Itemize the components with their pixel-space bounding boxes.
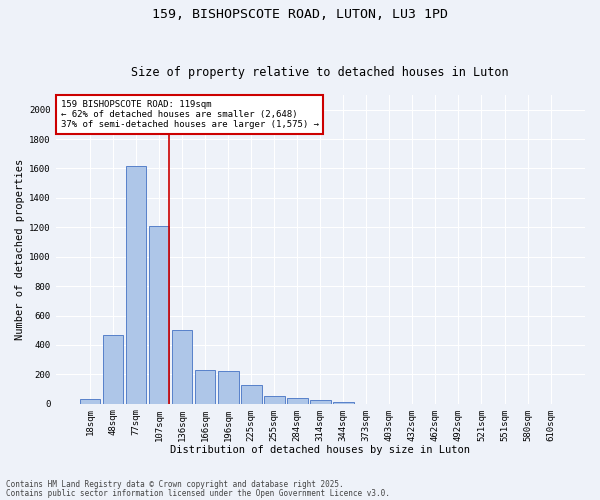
Bar	[172, 330, 193, 404]
Bar	[80, 398, 100, 404]
Bar	[264, 396, 284, 404]
Bar	[287, 398, 308, 404]
Bar	[218, 370, 239, 404]
Bar	[241, 386, 262, 404]
Bar	[103, 336, 124, 404]
Bar	[149, 226, 169, 404]
Title: Size of property relative to detached houses in Luton: Size of property relative to detached ho…	[131, 66, 509, 78]
Text: Contains public sector information licensed under the Open Government Licence v3: Contains public sector information licen…	[6, 488, 390, 498]
Text: Contains HM Land Registry data © Crown copyright and database right 2025.: Contains HM Land Registry data © Crown c…	[6, 480, 344, 489]
Bar	[195, 370, 215, 404]
Bar	[310, 400, 331, 404]
Bar	[333, 402, 353, 404]
Text: 159 BISHOPSCOTE ROAD: 119sqm
← 62% of detached houses are smaller (2,648)
37% of: 159 BISHOPSCOTE ROAD: 119sqm ← 62% of de…	[61, 100, 319, 130]
Bar	[125, 166, 146, 404]
Text: 159, BISHOPSCOTE ROAD, LUTON, LU3 1PD: 159, BISHOPSCOTE ROAD, LUTON, LU3 1PD	[152, 8, 448, 20]
Y-axis label: Number of detached properties: Number of detached properties	[15, 158, 25, 340]
X-axis label: Distribution of detached houses by size in Luton: Distribution of detached houses by size …	[170, 445, 470, 455]
